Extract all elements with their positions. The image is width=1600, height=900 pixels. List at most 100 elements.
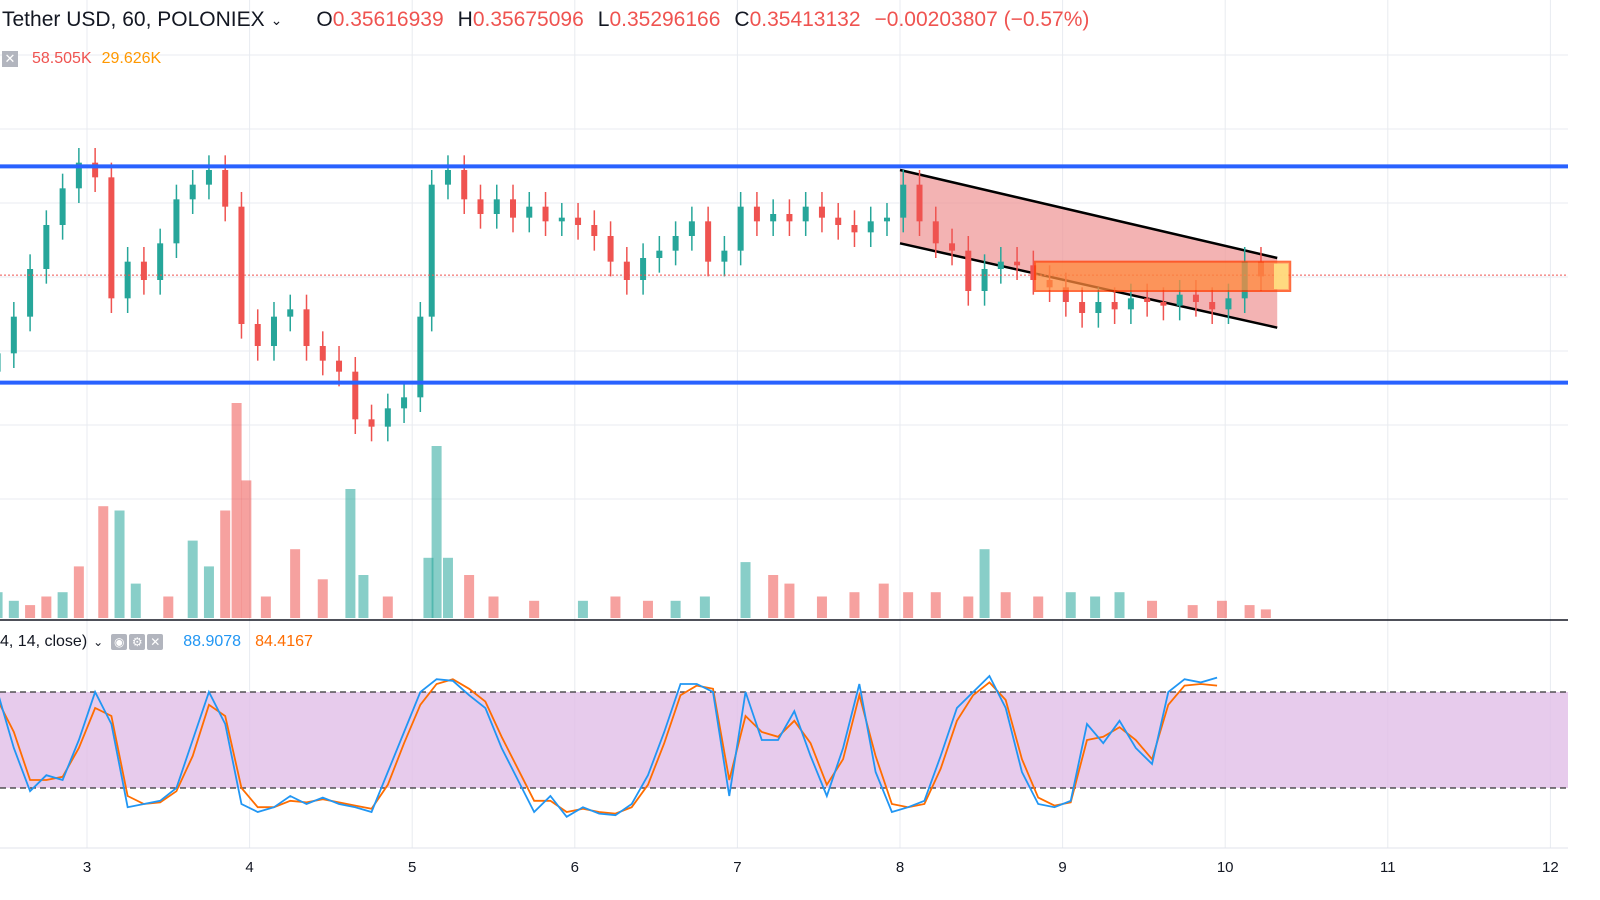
candle-body xyxy=(254,324,261,346)
candle-body xyxy=(965,250,972,291)
volume-bar xyxy=(930,592,941,618)
volume-bar xyxy=(98,506,109,618)
channel-upper-line xyxy=(899,168,1278,260)
candle-body xyxy=(140,261,147,280)
gear-icon[interactable]: ⚙ xyxy=(129,634,146,650)
candle-body xyxy=(1014,261,1021,266)
stoch-d-value: 84.4167 xyxy=(255,633,313,650)
candle-body xyxy=(1030,265,1037,280)
volume-value: 58.505K xyxy=(32,50,92,67)
volume-bar xyxy=(231,403,242,618)
candle-body xyxy=(867,221,874,233)
volume-bar xyxy=(670,600,681,618)
volume-bar xyxy=(345,489,356,618)
volume-bar xyxy=(1000,592,1011,618)
stoch-k-value: 88.9078 xyxy=(183,633,242,650)
candle-body xyxy=(1079,302,1086,313)
candle-body xyxy=(640,258,647,280)
volume-bar xyxy=(290,549,301,618)
candle-body xyxy=(770,214,777,222)
candle-body xyxy=(835,217,842,225)
candle-body xyxy=(477,199,484,214)
chevron-down-icon[interactable]: ⌄ xyxy=(270,11,283,28)
candle-body xyxy=(401,397,408,409)
candle-body xyxy=(303,309,310,346)
x-tick-label: 3 xyxy=(83,859,91,876)
x-tick-label: 10 xyxy=(1217,859,1234,876)
candle-body xyxy=(43,225,50,269)
volume-ma-value: 29.626K xyxy=(101,50,162,67)
volume-bar xyxy=(1033,596,1044,618)
low-value: 0.35296166 xyxy=(609,8,721,31)
stoch-d-line xyxy=(0,678,1218,815)
candle-body xyxy=(336,360,343,372)
x-tick-label: 8 xyxy=(896,859,904,876)
highlight-zone-end xyxy=(1273,263,1289,289)
candle-body xyxy=(916,184,923,222)
volume-bar xyxy=(358,575,369,618)
candle-body xyxy=(753,206,760,222)
candle-body xyxy=(0,353,1,372)
volume-bar xyxy=(114,510,125,618)
price-chart[interactable]: 3 4 5 6 7 8 9 10 11 12 xyxy=(0,0,1568,886)
candle-body xyxy=(623,261,630,280)
volume-bar xyxy=(1147,600,1158,618)
volume-bar xyxy=(423,557,434,618)
symbol-label[interactable]: Tether USD, 60, POLONIEX xyxy=(2,8,265,31)
candle-body xyxy=(59,188,66,225)
x-tick-label: 9 xyxy=(1058,859,1066,876)
close-label: C xyxy=(734,8,750,31)
eye-icon[interactable]: ◉ xyxy=(111,634,128,650)
candle-body xyxy=(1160,302,1167,306)
volume-bar xyxy=(979,549,990,618)
volume-bar xyxy=(57,592,68,618)
high-label: H xyxy=(457,8,473,31)
volume-bar xyxy=(220,510,231,618)
candle-body xyxy=(607,236,614,262)
close-icon[interactable]: ✕ xyxy=(2,51,18,67)
candle-body xyxy=(75,162,82,189)
candle-body xyxy=(688,221,695,236)
volume-bar xyxy=(130,583,141,618)
candle-body xyxy=(368,419,375,427)
x-tick-label: 7 xyxy=(733,859,741,876)
candle-body xyxy=(10,316,17,354)
x-tick-label: 5 xyxy=(408,859,416,876)
volume-bar xyxy=(1187,605,1198,618)
candle-body xyxy=(1111,302,1118,310)
volume-bar xyxy=(41,596,52,618)
candle-body xyxy=(352,371,359,420)
volume-bar xyxy=(1090,596,1101,618)
volume-bar xyxy=(1244,605,1255,618)
volume-bar xyxy=(0,592,3,618)
candle-body xyxy=(222,170,229,207)
candle-body xyxy=(1209,302,1216,310)
change-value: −0.00203807 (−0.57%) xyxy=(874,8,1090,31)
candle-body xyxy=(558,217,565,222)
volume-bar xyxy=(442,557,453,618)
candle-body xyxy=(900,184,907,218)
volume-bar xyxy=(488,596,499,618)
x-tick-label: 11 xyxy=(1380,859,1396,876)
candle-body xyxy=(1225,298,1232,310)
volume-bar xyxy=(73,566,84,618)
candle-body xyxy=(786,214,793,222)
volume-bar xyxy=(260,596,271,618)
volume-bar xyxy=(768,575,779,618)
candle-body xyxy=(542,206,549,222)
candle-body xyxy=(1192,294,1199,302)
chevron-down-icon[interactable]: ⌄ xyxy=(93,635,104,649)
candle-body xyxy=(721,250,728,262)
candle-body xyxy=(428,184,435,317)
close-value: 0.35413132 xyxy=(749,8,861,31)
close-icon[interactable]: ✕ xyxy=(147,634,164,650)
candle-body xyxy=(672,236,679,251)
candle-body xyxy=(461,170,468,200)
candle-body xyxy=(949,243,956,251)
candle-body xyxy=(883,217,890,222)
stoch-params[interactable]: 4, 14, close) xyxy=(0,633,88,650)
volume-legend: ✕ 58.505K 29.626K xyxy=(2,50,161,68)
channel-fill xyxy=(900,170,1278,328)
volume-bar xyxy=(163,596,174,618)
candle-body xyxy=(1144,298,1151,302)
